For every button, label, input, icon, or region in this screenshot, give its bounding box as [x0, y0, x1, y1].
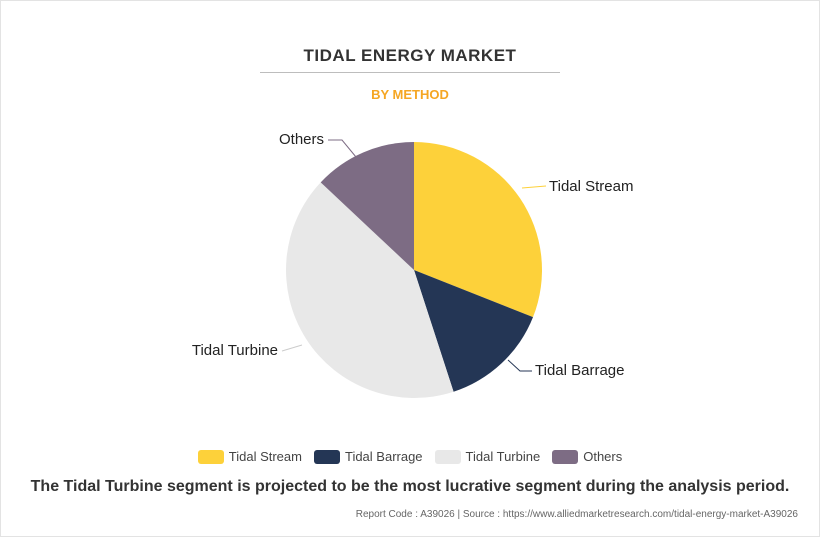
- pie-slice-tidal-stream: [414, 142, 542, 318]
- legend-swatch: [434, 449, 461, 464]
- title-divider: [260, 72, 560, 73]
- legend-item-tidal-turbine: Tidal Turbine: [434, 449, 541, 464]
- legend-item-tidal-barrage: Tidal Barrage: [313, 449, 423, 464]
- slice-label: Tidal Turbine: [192, 342, 278, 359]
- report-footer: Report Code : A39026 | Source : https://…: [355, 509, 798, 520]
- chart-title: TIDAL ENERGY MARKET: [303, 46, 517, 65]
- pie-slice-tidal-barrage: [414, 270, 534, 392]
- pie-slice-tidal-turbine: [286, 182, 454, 398]
- leader-line: [328, 139, 357, 158]
- legend-item-tidal-stream: Tidal Stream: [197, 449, 302, 464]
- leader-line: [507, 359, 532, 372]
- legend-label: Others: [583, 449, 623, 464]
- legend-swatch: [197, 449, 224, 464]
- pie-chart: Tidal Stream Tidal Barrage Tidal Turbine Ot…: [192, 131, 633, 398]
- legend-label: Tidal Turbine: [465, 449, 541, 464]
- slice-label: Others: [279, 131, 324, 148]
- legend-item-others: Others: [552, 449, 622, 464]
- legend-swatch: [313, 449, 340, 464]
- leader-line: [521, 185, 547, 189]
- pie-slice-others: [320, 142, 414, 270]
- legend-label: Tidal Barrage: [344, 449, 423, 464]
- leader-line: [281, 344, 303, 352]
- legend-label: Tidal Stream: [228, 449, 302, 464]
- slice-label: Tidal Barrage: [535, 362, 625, 379]
- summary-text: The Tidal Turbine segment is projected t…: [30, 478, 790, 495]
- chart-subtitle: BY METHOD: [371, 87, 449, 102]
- legend-swatch: [552, 449, 579, 464]
- legend: Tidal Stream Tidal Barrage Tidal Turbine…: [0, 449, 820, 464]
- slice-label: Tidal Stream: [549, 178, 633, 195]
